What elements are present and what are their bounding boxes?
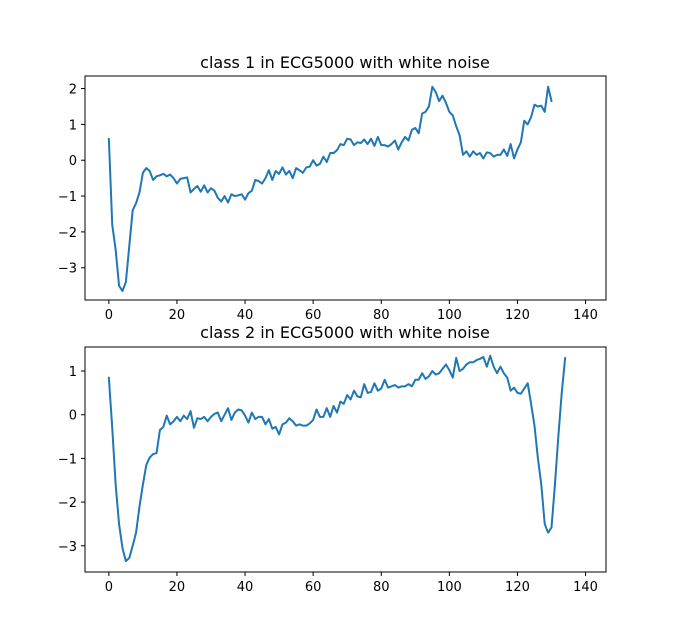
series-line	[107, 354, 567, 563]
x-tick-label: 40	[237, 308, 254, 323]
y-tick-label: −2	[58, 496, 77, 511]
x-tick-label: 80	[373, 308, 390, 323]
y-tick-label: 1	[69, 118, 77, 133]
x-tick-label: 120	[505, 580, 530, 595]
x-tick-label: 100	[437, 580, 462, 595]
y-tick-label: −1	[58, 452, 77, 467]
chart-title: class 1 in ECG5000 with white noise	[200, 53, 490, 72]
y-tick-label: 0	[69, 154, 77, 169]
x-tick-label: 60	[305, 308, 322, 323]
y-tick-label: 2	[69, 83, 77, 98]
x-axis: 0 20 40 60 80 100 120 140	[105, 300, 598, 323]
chart-title: class 2 in ECG5000 with white noise	[200, 323, 490, 342]
x-tick-label: 140	[573, 580, 598, 595]
axes-frame	[84, 75, 607, 301]
y-tick-label: 1	[69, 365, 77, 380]
x-tick-label: 0	[105, 308, 113, 323]
y-tick-label: −2	[58, 226, 77, 241]
y-tick-label: −1	[58, 190, 77, 205]
y-tick-label: 0	[69, 409, 77, 424]
x-tick-label: 80	[373, 580, 390, 595]
x-tick-label: 40	[237, 580, 254, 595]
chart-panel-class-1: class 1 in ECG5000 with white noise 0 20 4…	[58, 53, 607, 323]
x-tick-label: 0	[105, 580, 113, 595]
x-tick-label: 100	[437, 308, 462, 323]
series-group	[107, 85, 553, 293]
axes-frame	[84, 346, 607, 573]
y-tick-label: −3	[58, 540, 77, 555]
y-axis: −3 −2 −1 0 1	[58, 365, 85, 555]
x-tick-label: 20	[169, 580, 186, 595]
chart-panel-class-2: class 2 in ECG5000 with white noise 0 20 4…	[58, 323, 607, 595]
x-tick-label: 140	[573, 308, 598, 323]
series-group	[107, 354, 567, 563]
x-axis: 0 20 40 60 80 100 120 140	[105, 572, 598, 595]
y-axis: −3 −2 −1 0 1 2	[58, 83, 85, 277]
x-tick-label: 20	[169, 308, 186, 323]
y-tick-label: −3	[58, 262, 77, 277]
x-tick-label: 120	[505, 308, 530, 323]
series-line	[107, 85, 553, 293]
x-tick-label: 60	[305, 580, 322, 595]
